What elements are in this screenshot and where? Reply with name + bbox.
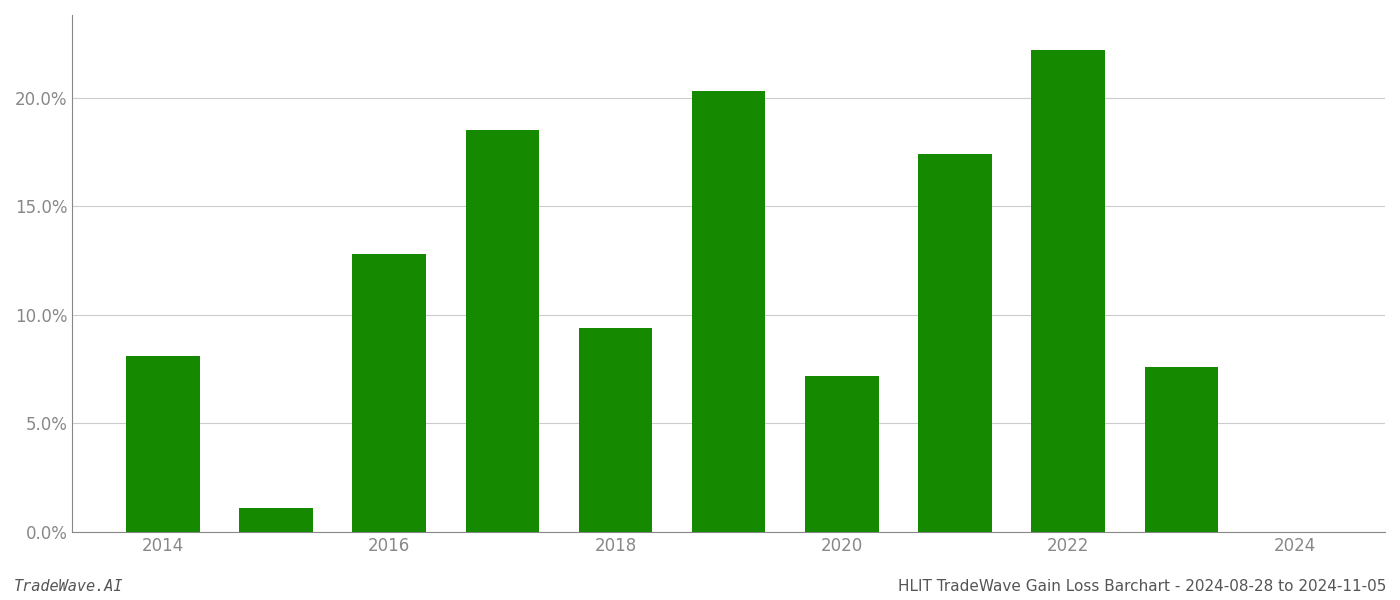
Bar [239, 508, 312, 532]
Bar [578, 328, 652, 532]
Bar [805, 376, 879, 532]
Text: TradeWave.AI: TradeWave.AI [14, 579, 123, 594]
Bar [126, 356, 200, 532]
Bar [1145, 367, 1218, 532]
Bar [918, 154, 991, 532]
Bar [466, 130, 539, 532]
Bar [1032, 50, 1105, 532]
Bar [353, 254, 426, 532]
Text: HLIT TradeWave Gain Loss Barchart - 2024-08-28 to 2024-11-05: HLIT TradeWave Gain Loss Barchart - 2024… [897, 579, 1386, 594]
Bar [692, 91, 766, 532]
